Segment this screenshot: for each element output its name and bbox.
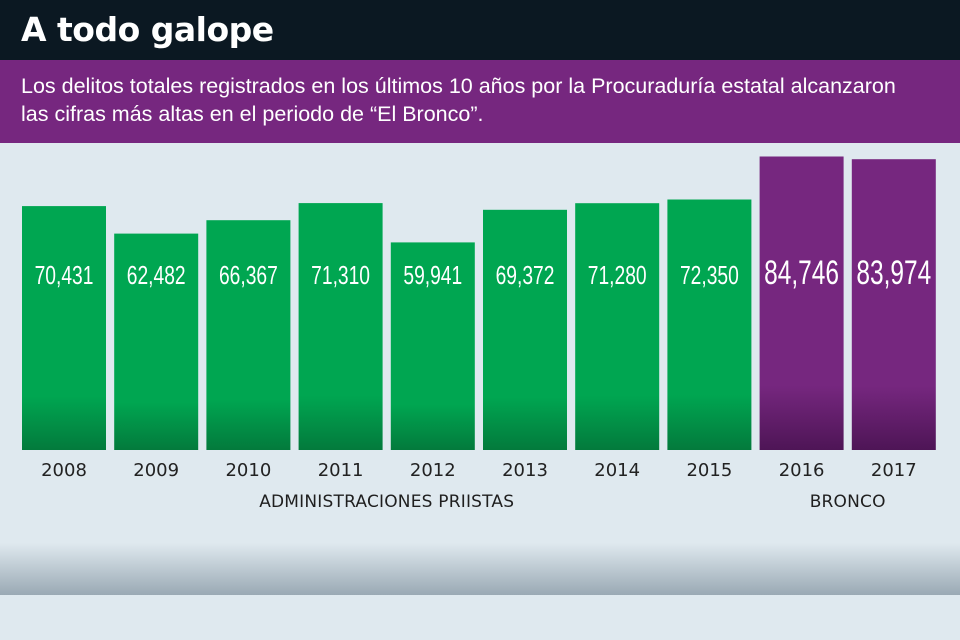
value-label-2011: 71,310 bbox=[311, 260, 370, 290]
x-tick-label-2011: 2011 bbox=[318, 460, 364, 481]
bar-2017 bbox=[851, 159, 936, 450]
bar-2011 bbox=[298, 203, 383, 450]
bar-2010 bbox=[206, 220, 291, 450]
subtitle-line-2: las cifras más altas en el periodo de “E… bbox=[21, 102, 484, 126]
bar-2015 bbox=[667, 199, 752, 450]
chart-title: A todo galope bbox=[21, 10, 274, 49]
bar-chart: 70,431 2008 62,482 2009 66,367 2010 71,310 2011… bbox=[22, 156, 936, 481]
x-tick-label-2014: 2014 bbox=[594, 460, 640, 481]
value-label-2013: 69,372 bbox=[496, 260, 555, 290]
group-label-bronco: BRONCO bbox=[809, 492, 886, 512]
chart-subtitle: Los delitos totales registrados en los ú… bbox=[21, 72, 951, 128]
value-label-2008: 70,431 bbox=[35, 260, 94, 290]
value-label-2009: 62,482 bbox=[127, 260, 186, 290]
baseline-shadow bbox=[0, 543, 960, 595]
value-label-2015: 72,350 bbox=[680, 260, 739, 290]
x-tick-label-2013: 2013 bbox=[502, 460, 548, 481]
header-bar: A todo galope bbox=[0, 0, 960, 60]
value-label-2014: 71,280 bbox=[588, 260, 647, 290]
value-label-2017: 83,974 bbox=[856, 254, 931, 292]
bar-2013 bbox=[483, 209, 567, 450]
x-tick-label-2015: 2015 bbox=[686, 460, 732, 481]
subtitle-bar: Los delitos totales registrados en los ú… bbox=[0, 60, 960, 143]
group-label-priistas: ADMINISTRACIONES PRIISTAS bbox=[259, 492, 515, 512]
bar-2016 bbox=[759, 156, 844, 450]
value-label-2016: 84,746 bbox=[764, 254, 839, 292]
plot-area: 70,431 2008 62,482 2009 66,367 2010 71,310 2011… bbox=[0, 143, 960, 640]
x-tick-label-2017: 2017 bbox=[871, 460, 917, 481]
x-tick-label-2016: 2016 bbox=[779, 460, 825, 481]
value-label-2010: 66,367 bbox=[219, 260, 278, 290]
x-tick-label-2009: 2009 bbox=[133, 460, 179, 481]
x-tick-label-2008: 2008 bbox=[41, 460, 87, 481]
bar-2012 bbox=[390, 242, 475, 450]
bar-2014 bbox=[575, 203, 660, 450]
subtitle-line-1: Los delitos totales registrados en los ú… bbox=[21, 74, 896, 98]
x-tick-label-2012: 2012 bbox=[410, 460, 456, 481]
bar-2009 bbox=[114, 233, 199, 450]
x-tick-label-2010: 2010 bbox=[225, 460, 271, 481]
bar-2008 bbox=[22, 206, 106, 450]
value-label-2012: 59,941 bbox=[403, 260, 462, 290]
